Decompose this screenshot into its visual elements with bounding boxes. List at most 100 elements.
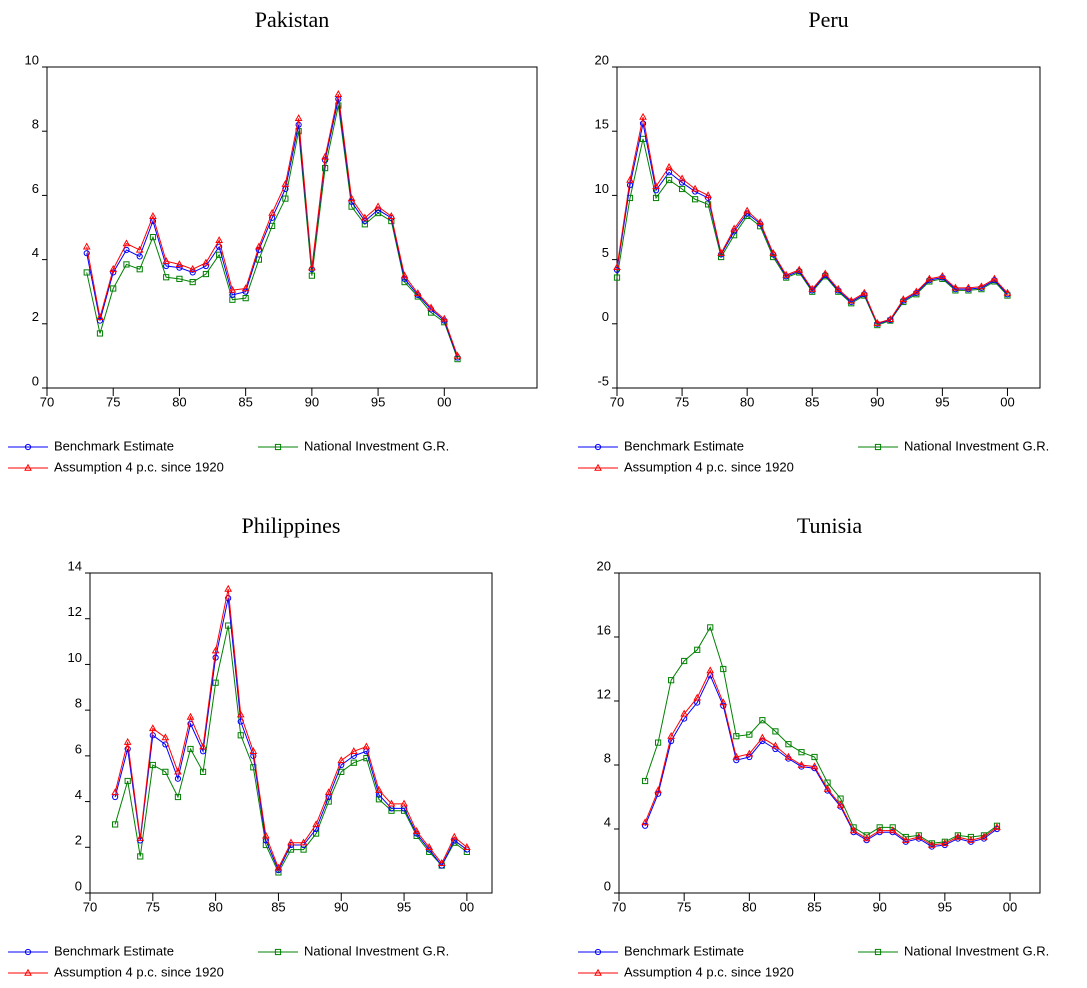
point [717,248,725,256]
point [463,843,471,850]
legend-label: Assumption 4 p.c. since 1920 [54,964,224,979]
point [322,165,329,172]
legend-marker [594,443,602,451]
point [665,176,673,184]
point [873,318,882,326]
y-tick-label: 8 [32,117,39,132]
point [308,263,316,271]
point [654,786,662,794]
point [413,289,422,297]
point [255,242,263,250]
point [321,152,329,160]
series-line [616,123,1008,325]
plot-frame [46,66,538,389]
point [96,317,104,324]
y-tick-label: 0 [604,878,611,893]
point [162,768,169,775]
point [375,796,383,803]
point [810,762,819,770]
series-line [616,138,1008,326]
y-tick-label: 10 [68,650,82,665]
plot-frame [89,572,493,894]
point [425,843,434,850]
x-tick-label: 75 [146,899,160,914]
point [639,112,647,120]
x-tick-label: 75 [677,899,691,914]
x-tick-label: 80 [740,394,754,409]
point [691,196,699,203]
point [769,248,778,256]
point [743,206,752,214]
point [262,831,270,839]
legend-marker [874,948,882,956]
point [980,832,988,840]
x-tick-label: 70 [610,394,624,409]
point [268,208,276,216]
legend-marker [24,968,32,976]
point [186,712,195,720]
point [782,270,791,278]
point [188,265,197,272]
point [849,826,858,834]
x-tick-label: 95 [935,394,949,409]
point [652,194,660,202]
point [96,313,104,321]
point [785,741,792,748]
point [325,798,332,805]
point [613,274,621,281]
point [613,263,621,271]
y-tick-label: 15 [595,117,609,132]
point [641,777,649,785]
y-tick-label: 4 [604,814,611,829]
point [149,761,156,769]
x-tick-label: 95 [371,394,385,409]
point [137,853,144,860]
point [954,832,962,840]
point [691,184,699,192]
x-tick-label: 00 [1003,899,1017,914]
point [990,274,999,282]
x-tick-label: 00 [437,394,451,409]
point [175,260,184,268]
point [808,284,817,292]
point [977,282,986,290]
point [899,295,908,303]
point [123,261,130,268]
point [174,767,182,775]
point [680,709,689,717]
point [821,269,830,277]
chart-title: Peru [808,7,848,32]
point [811,753,818,761]
x-tick-label: 70 [612,899,626,914]
point [350,759,357,766]
point [112,821,119,828]
point [938,272,947,279]
x-tick-label: 00 [1000,394,1014,409]
point [836,800,845,808]
point [641,822,649,829]
point [914,832,923,840]
point [886,315,895,323]
series-line [114,625,468,874]
point [652,182,660,190]
point [136,266,143,273]
point [888,826,897,834]
legend-label: National Investment G.R. [904,438,1049,453]
point [706,666,715,674]
series-line [644,669,998,846]
point [719,698,728,706]
point [667,731,675,739]
point [237,732,244,739]
point [400,271,409,279]
legend-label: Benchmark Estimate [54,438,174,453]
point [707,624,714,631]
x-tick-label: 80 [208,899,222,914]
point [148,724,157,732]
point [1003,288,1012,296]
point [964,283,973,291]
point [745,749,754,757]
legend-marker [274,443,282,451]
legend-marker [874,443,882,451]
point [111,788,119,796]
